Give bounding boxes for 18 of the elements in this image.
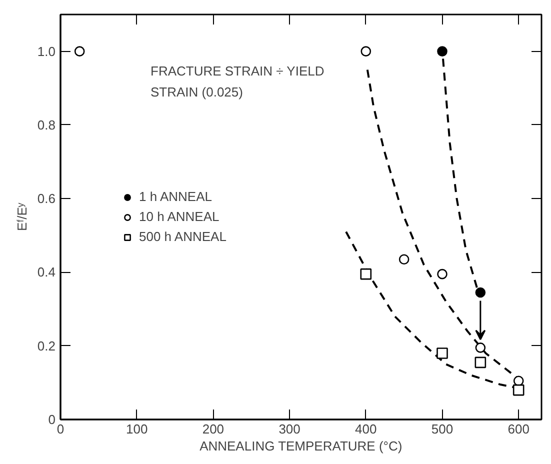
y-tick-label: 0.6 bbox=[37, 191, 56, 206]
x-tick-label: 300 bbox=[278, 422, 300, 436]
legend-label: 1 h ANNEAL bbox=[139, 188, 212, 204]
legend-label: 10 h ANNEAL bbox=[139, 208, 220, 224]
legend-label: 500 h ANNEAL bbox=[139, 228, 226, 244]
x-axis-title: ANNEALING TEMPERATURE (°C) bbox=[200, 438, 402, 454]
y-tick-label: 1.0 bbox=[37, 44, 56, 59]
y-tick-label: 0 bbox=[48, 412, 56, 427]
x-tick-label: 100 bbox=[126, 422, 148, 436]
annotation: FRACTURE STRAIN ÷ YIELD STRAIN (0.025) bbox=[150, 63, 324, 100]
x-tick-label: 200 bbox=[202, 422, 224, 436]
x-tick-label: 500 bbox=[431, 422, 454, 436]
y-tick-label: 0.4 bbox=[37, 264, 56, 280]
y-tick-label: 0.2 bbox=[37, 338, 56, 354]
x-tick-label: 400 bbox=[355, 422, 377, 436]
y-tick-label: 0.8 bbox=[37, 117, 56, 132]
x-tick-label: 600 bbox=[508, 422, 530, 436]
y-axis-title: Eᶠ/Eʸ bbox=[14, 202, 30, 232]
